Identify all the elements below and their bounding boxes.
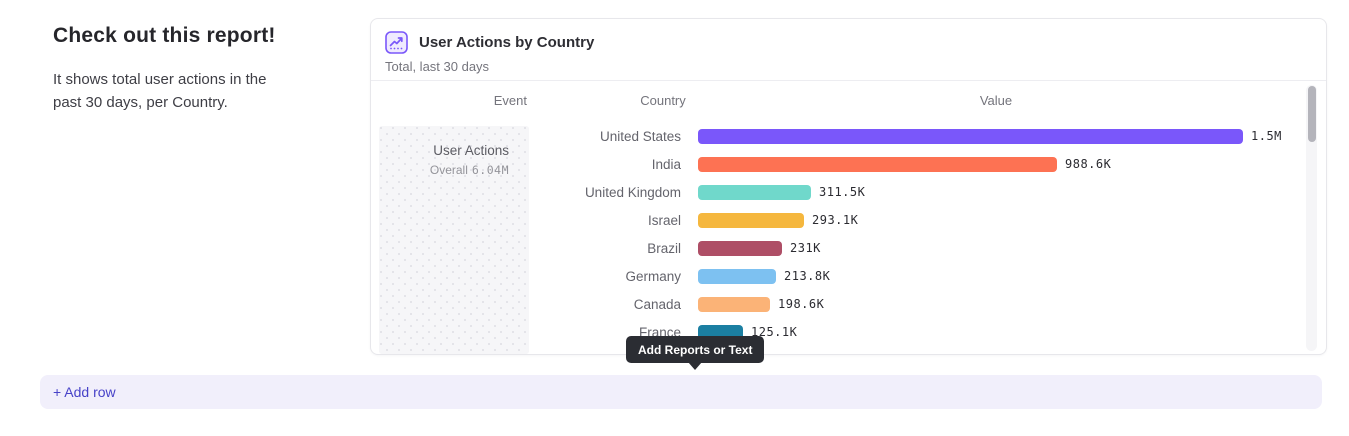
chart-row: India 988.6K <box>371 150 1306 178</box>
value-label: 231K <box>790 241 821 255</box>
country-label: France <box>638 324 681 340</box>
value-label: 311.5K <box>819 185 866 199</box>
event-overall-value: 6.04M <box>471 163 509 177</box>
event-panel[interactable]: User Actions Overall 6.04M <box>379 126 529 354</box>
value-label: 213.8K <box>784 269 831 283</box>
bar-segment[interactable] <box>698 156 1057 172</box>
value-label: 988.6K <box>1065 157 1112 171</box>
board-text-widget[interactable]: Check out this report! It shows total us… <box>53 24 353 114</box>
line-chart-icon <box>385 31 408 54</box>
chart-row: Germany 213.8K <box>371 262 1306 290</box>
event-overall-label: Overall <box>429 163 468 177</box>
country-label: United States <box>599 128 681 144</box>
bar-segment[interactable] <box>698 128 1243 144</box>
event-name: User Actions <box>433 143 509 158</box>
bar-segment[interactable] <box>698 240 782 256</box>
country-label: Israel <box>647 212 681 228</box>
text-widget-description: It shows total user actions in the past … <box>53 71 267 111</box>
country-label: India <box>651 156 681 172</box>
bar-segment[interactable] <box>698 296 770 312</box>
bar-segment[interactable] <box>698 324 743 340</box>
report-card[interactable]: User Actions by Country Total, last 30 d… <box>370 18 1327 355</box>
add-reports-tooltip: Add Reports or Text <box>626 336 765 370</box>
country-label: Canada <box>633 296 681 312</box>
report-subtitle: Total, last 30 days <box>385 59 490 74</box>
report-title: User Actions by Country <box>419 34 595 51</box>
column-header-event: Event <box>493 93 527 108</box>
value-label: 293.1K <box>812 213 859 227</box>
value-label: 198.6K <box>778 297 825 311</box>
bar-segment[interactable] <box>698 184 811 200</box>
column-header-country: Country <box>640 93 686 108</box>
country-label: Germany <box>625 268 681 284</box>
country-label: Brazil <box>647 240 681 256</box>
value-label: 125.1K <box>751 325 798 339</box>
chart-row: Brazil 231K <box>371 234 1306 262</box>
chart-row: United States 1.5M <box>371 122 1306 150</box>
text-widget-heading: Check out this report! <box>53 24 276 47</box>
bar-segment[interactable] <box>698 212 804 228</box>
event-overall: Overall 6.04M <box>379 163 509 177</box>
chart-row: United Kingdom 311.5K <box>371 178 1306 206</box>
tooltip-label: Add Reports or Text <box>638 342 753 357</box>
value-label: 1.5M <box>1251 129 1282 143</box>
add-row-label: + Add row <box>53 384 116 400</box>
country-label: United Kingdom <box>584 184 681 200</box>
column-header-value: Value <box>979 93 1013 108</box>
tooltip-arrow-icon <box>688 362 703 370</box>
scrollbar-track[interactable] <box>1306 85 1317 351</box>
chart-rows: United States 1.5M India 988.6K United Kingd… <box>371 122 1306 346</box>
chart-row: Israel 293.1K <box>371 206 1306 234</box>
chart-row: France 125.1K <box>371 318 1306 346</box>
bar-segment[interactable] <box>698 268 776 284</box>
scrollbar-thumb[interactable] <box>1307 86 1316 142</box>
report-card-header: User Actions by Country Total, last 30 d… <box>371 19 1326 81</box>
add-row-button[interactable]: + Add row <box>40 375 1322 409</box>
chart-row: Canada 198.6K <box>371 290 1306 318</box>
